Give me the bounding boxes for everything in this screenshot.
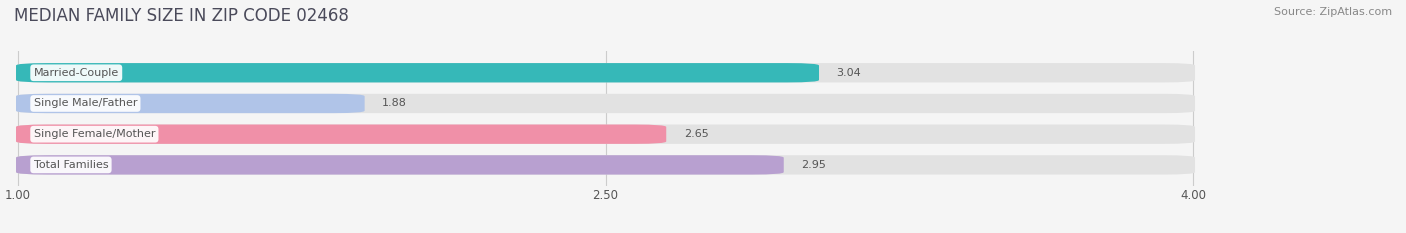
Text: Total Families: Total Families [34, 160, 108, 170]
FancyBboxPatch shape [15, 94, 1195, 113]
Text: 3.04: 3.04 [837, 68, 862, 78]
Text: Single Female/Mother: Single Female/Mother [34, 129, 155, 139]
FancyBboxPatch shape [15, 94, 364, 113]
FancyBboxPatch shape [15, 155, 783, 175]
Text: 2.95: 2.95 [801, 160, 827, 170]
Text: Single Male/Father: Single Male/Father [34, 99, 138, 109]
Text: 1.88: 1.88 [382, 99, 408, 109]
FancyBboxPatch shape [15, 124, 666, 144]
FancyBboxPatch shape [15, 155, 1195, 175]
FancyBboxPatch shape [15, 63, 1195, 82]
Text: Source: ZipAtlas.com: Source: ZipAtlas.com [1274, 7, 1392, 17]
Text: Married-Couple: Married-Couple [34, 68, 120, 78]
FancyBboxPatch shape [15, 63, 820, 82]
Text: MEDIAN FAMILY SIZE IN ZIP CODE 02468: MEDIAN FAMILY SIZE IN ZIP CODE 02468 [14, 7, 349, 25]
FancyBboxPatch shape [15, 124, 1195, 144]
Text: 2.65: 2.65 [683, 129, 709, 139]
